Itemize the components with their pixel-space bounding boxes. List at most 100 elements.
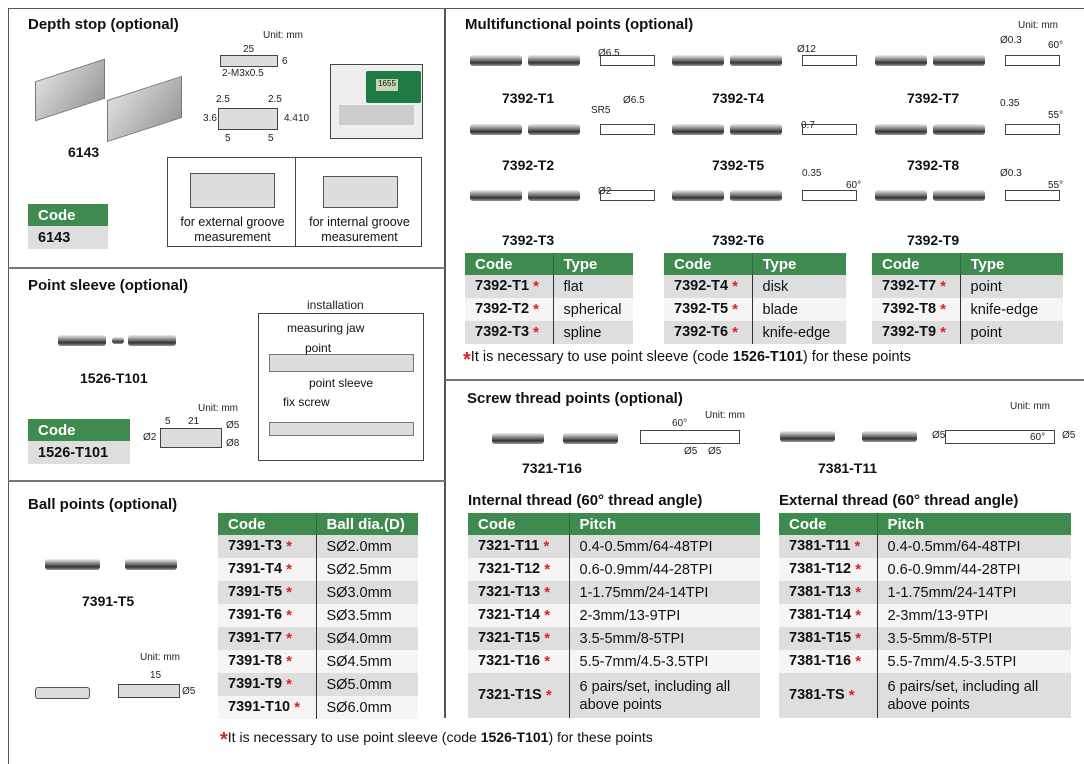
footnote-code: 1526-T101 [480,729,549,745]
thread-point-image [492,433,544,444]
sleeve-drawing [160,428,222,448]
asterisk: * [851,653,862,670]
value-cell: point [959,321,1063,344]
code-cell: 7321-T1S * [468,673,569,718]
value-cell: 6 pairs/set, including all above points [876,673,1071,718]
table-row: 7381-T15 * 3.5-5mm/8-5TPI [779,627,1071,650]
table-row: 7381-T16 * 5.5-7mm/4.5-3.5TPI [779,650,1071,673]
column-header: Ball dia.(D) [315,513,418,535]
code-cell: 7321-T11 * [468,535,569,558]
installation-label: installation [307,298,364,312]
code-cell: 7321-T16 * [468,650,569,673]
point-drawing [802,55,857,66]
table-row: 7392-T7 * point [872,275,1063,298]
asterisk: * [541,687,552,704]
dim-label: 6 [282,56,288,67]
caliper-photo: 1655 [330,64,423,139]
table-row: 7391-T10 * SØ6.0mm [218,696,418,719]
table-row: 7381-TS * 6 pairs/set, including all abov… [779,673,1071,718]
model-label: 7321-T16 [522,460,582,476]
code-cell: 7392-T3 * [465,321,553,344]
column-header: Code [468,513,569,535]
value-cell: 0.6-0.9mm/44-28TPI [568,558,760,581]
column-header: Type [751,253,846,275]
code-cell: 7381-T12 * [779,558,877,581]
point-image [730,124,782,135]
ball-point-image [45,559,100,570]
asterisk: * [529,301,540,318]
unit-label: Unit: mm [140,652,180,663]
point-image [933,124,985,135]
value-cell: SØ2.5mm [315,558,418,581]
section-title: Point sleeve (optional) [28,277,189,294]
model-label: 7381-T11 [818,460,878,476]
point-sleeve-code-table: Code 1526-T101 [28,419,130,464]
model-label: 6143 [68,144,100,160]
unit-label: Unit: mm [263,30,303,41]
code-cell: 7381-T16 * [779,650,877,673]
dim-label: Ø5 [182,686,196,697]
value-cell: 0.4-0.5mm/64-48TPI [568,535,760,558]
asterisk: * [529,278,540,295]
dim-label: Ø5 [708,446,722,457]
callout-label: fix screw [283,395,330,409]
code-text: 7392-T1 [475,278,530,294]
code-cell: 7321-T13 * [468,581,569,604]
sleeve-image [128,335,176,346]
dim-label: Ø0.3 [1000,35,1022,46]
divider [445,379,1084,381]
value-cell: 1-1.75mm/24-14TPI [876,581,1071,604]
point-image [672,55,724,66]
code-text: 7392-T8 [882,301,937,317]
dim-label: 21 [188,416,200,427]
section-title: Depth stop (optional) [28,16,179,33]
model-label: 7392-T8 [907,157,960,173]
unit-label: Unit: mm [705,410,745,421]
table-row: 7392-T3 * spline [465,321,633,344]
code-cell: 7392-T1 * [465,275,553,298]
model-label: 7392-T7 [907,90,960,106]
code-text: 7391-T10 [228,699,291,715]
dim-label: Ø2 [143,432,157,443]
asterisk: * [220,729,228,751]
table-row: 7391-T8 * SØ4.5mm [218,650,418,673]
dim-label: 10 [298,113,310,124]
value-cell: 0.4-0.5mm/64-48TPI [876,535,1071,558]
asterisk: * [850,538,861,555]
code-cell: 1526-T101 [28,441,130,464]
model-label: 7392-T6 [712,232,765,248]
dim-label: 60° [1030,432,1046,443]
code-text: 7392-T5 [674,301,729,317]
sleeve-image [112,337,124,344]
table-row: 7321-T12 * 0.6-0.9mm/44-28TPI [468,558,760,581]
model-label: 7392-T1 [502,90,555,106]
code-text: 7391-T7 [228,630,283,646]
depth-stop-code-table: Code 6143 [28,204,108,249]
dim-label: 5 [268,133,274,144]
code-cell: 7391-T7 * [218,627,316,650]
ball-point-drawing [118,684,180,698]
value-cell: 2-3mm/13-9TPI [876,604,1071,627]
asterisk: * [540,653,551,670]
point-image [933,55,985,66]
code-cell: 6143 [28,226,108,249]
code-cell: 7391-T8 * [218,650,316,673]
point-image [528,55,580,66]
code-text: 7391-T4 [228,561,283,577]
thread-point-image [563,433,618,444]
dim-label: Ø0.3 [1000,168,1022,179]
code-cell: 7321-T15 * [468,627,569,650]
thread-point-drawing [640,430,740,444]
value-cell: SØ3.5mm [315,604,418,627]
asterisk: * [936,324,947,341]
point-drawing [1005,190,1060,201]
dim-label: Ø5 [684,446,698,457]
code-cell: 7381-T13 * [779,581,877,604]
table-row: 7391-T4 * SØ2.5mm [218,558,418,581]
dim-label: Ø12 [797,44,816,55]
code-text: 7391-T3 [228,538,283,554]
table-title: Internal thread (60° thread angle) [468,492,703,509]
value-cell: SØ4.0mm [315,627,418,650]
code-text: 7391-T6 [228,607,283,623]
value-cell: spline [552,321,633,344]
